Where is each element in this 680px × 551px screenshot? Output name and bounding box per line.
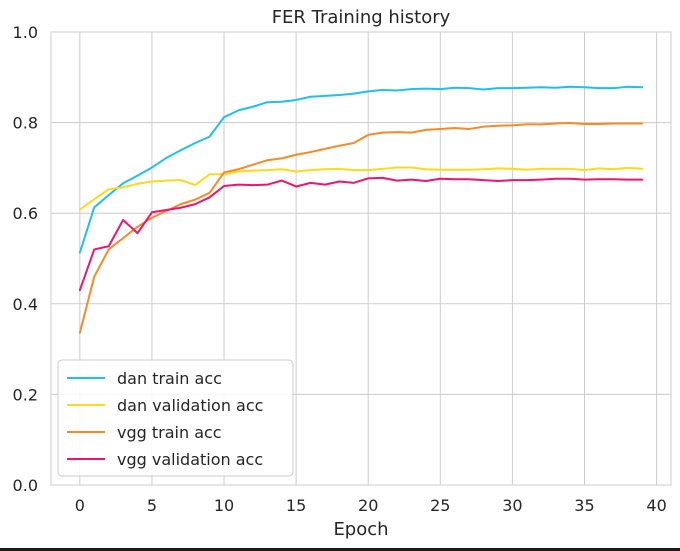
legend-box — [57, 359, 294, 477]
series-line-dan-validation-acc — [78, 166, 644, 211]
plot-frame — [50, 31, 672, 486]
x-tick-label: 40 — [646, 496, 666, 515]
y-tick-labels: 0.0 0.2 0.4 0.6 0.8 1.0 — [13, 23, 38, 495]
x-tick-label: 20 — [358, 496, 378, 515]
legend-label: vgg validation acc — [117, 450, 263, 469]
x-tick-labels: 0 5 10 15 20 25 30 35 40 — [75, 496, 667, 515]
series-line-vgg-train-acc — [78, 122, 644, 334]
y-tick-label: 0.8 — [13, 114, 38, 133]
chart-title: FER Training history — [272, 7, 451, 28]
x-tick-label: 35 — [574, 496, 594, 515]
x-tick-label: 15 — [286, 496, 306, 515]
x-tick-label: 5 — [147, 496, 157, 515]
y-tick-label: 0.6 — [13, 204, 38, 223]
series-line-vgg-validation-acc — [78, 176, 644, 292]
legend-label: dan validation acc — [117, 396, 263, 415]
x-axis-label: Epoch — [333, 519, 388, 540]
y-tick-label: 0.0 — [13, 476, 38, 495]
legend: dan train acc dan validation acc vgg train… — [57, 359, 294, 477]
y-tick-label: 1.0 — [13, 23, 38, 42]
legend-label: dan train acc — [117, 369, 222, 388]
y-tick-label: 0.2 — [13, 385, 38, 404]
x-tick-label: 10 — [214, 496, 234, 515]
series-line-dan-train-acc — [78, 85, 644, 254]
series-lines — [78, 85, 644, 334]
x-tick-label: 30 — [502, 496, 522, 515]
x-tick-label: 25 — [430, 496, 450, 515]
legend-label: vgg train acc — [117, 423, 222, 442]
x-tick-label: 0 — [75, 496, 85, 515]
bottom-border — [0, 548, 680, 551]
y-tick-label: 0.4 — [13, 295, 38, 314]
